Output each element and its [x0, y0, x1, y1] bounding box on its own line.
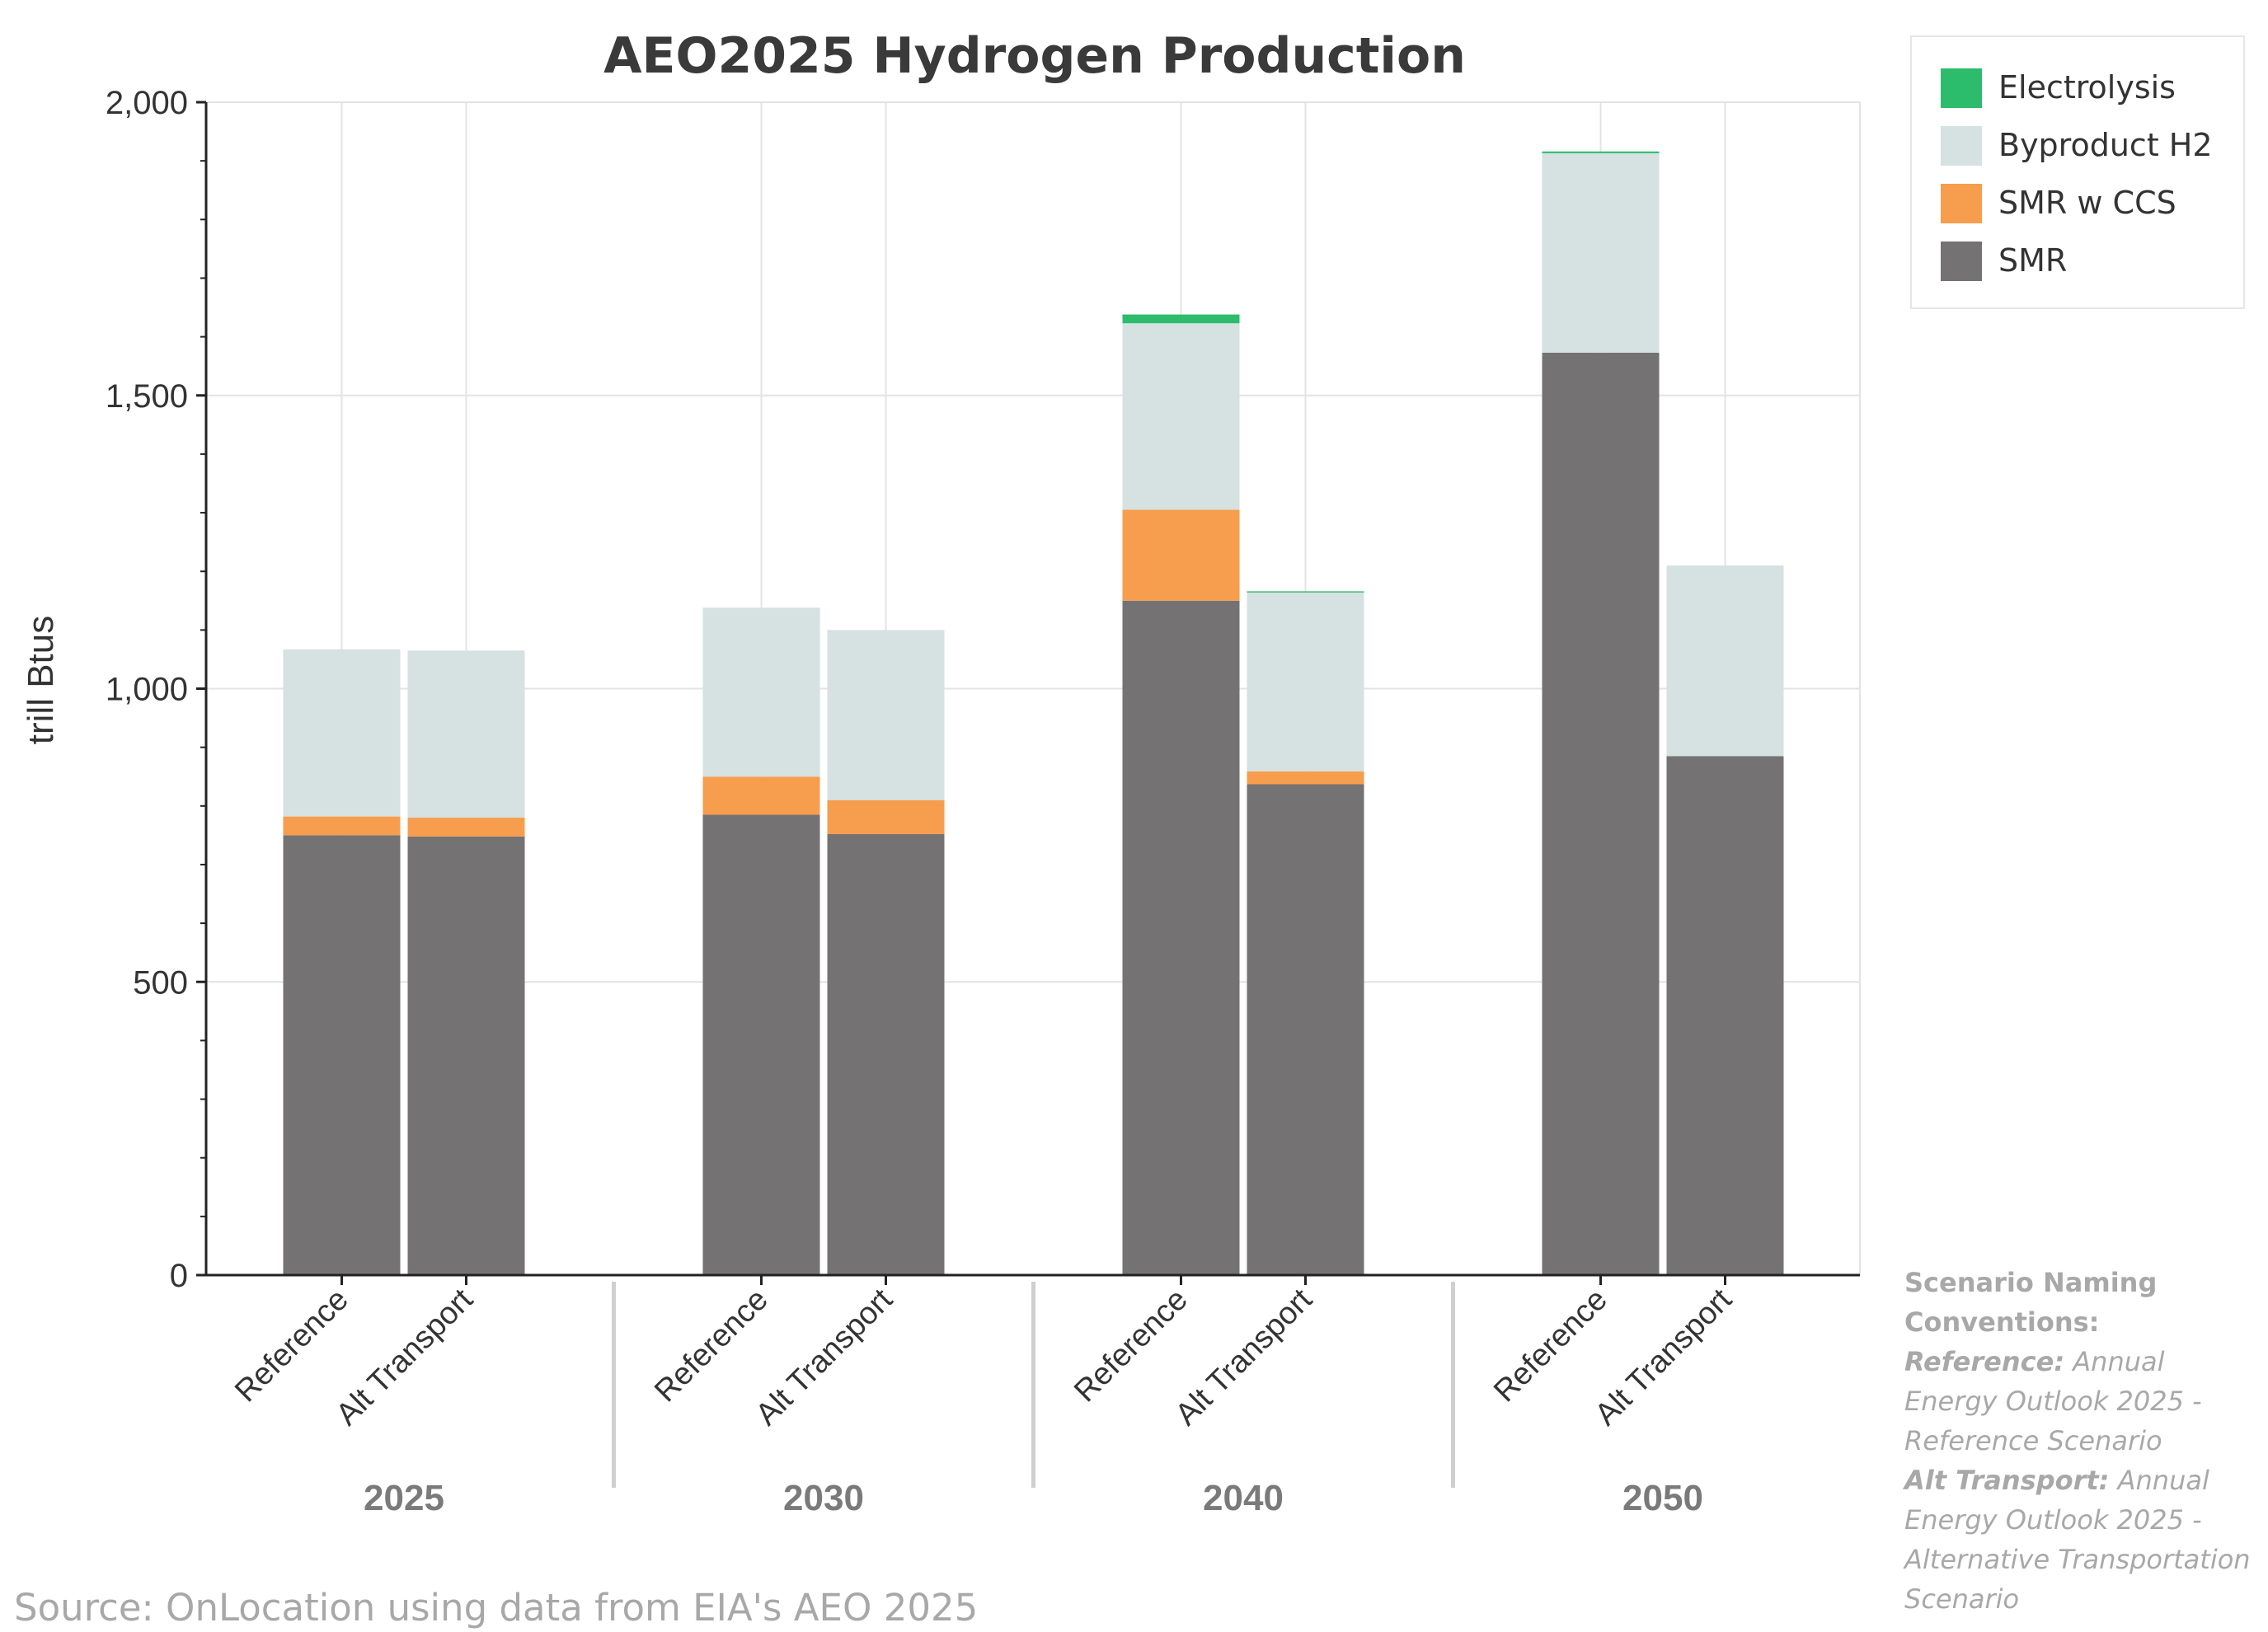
bar-segment [1122, 314, 1240, 324]
scenario-note: Scenario Naming Conventions: Reference: … [1904, 1263, 2259, 1619]
note-item-alt-transport: Alt Transport: Annual Energy Outlook 202… [1904, 1461, 2259, 1619]
legend-label: Byproduct H2 [1998, 127, 2213, 163]
bar-segment [1666, 565, 1784, 757]
bar-segment [1122, 509, 1240, 601]
bar-segment [1542, 151, 1660, 153]
bar-segment [283, 649, 401, 817]
group-label: 2030 [783, 1478, 864, 1518]
bars [283, 151, 1784, 1275]
bar-segment [407, 650, 525, 818]
x-tick-label: Reference [1487, 1283, 1614, 1409]
y-tick-label: 1,000 [106, 672, 188, 708]
note-key: Alt Transport: [1904, 1465, 2110, 1496]
legend-swatch [1941, 68, 1982, 108]
y-tick-label: 2,000 [106, 85, 188, 121]
x-tick-label: Reference [228, 1283, 355, 1409]
y-tick-label: 0 [170, 1258, 188, 1294]
bar-segment [407, 818, 525, 837]
bar-segment [407, 836, 525, 1275]
y-tick-label: 1,500 [106, 378, 188, 415]
note-item-reference: Reference: Annual Energy Outlook 2025 - … [1904, 1342, 2259, 1461]
bar-segment [1542, 352, 1660, 1275]
bar-segment [1247, 592, 1364, 771]
bar-segment [702, 814, 820, 1275]
bar-segment [1122, 323, 1240, 510]
bar-segment [1542, 152, 1660, 353]
legend-swatch [1941, 184, 1982, 223]
legend-label: Electrolysis [1998, 69, 2176, 106]
x-tick-label: Reference [1068, 1283, 1195, 1409]
group-label: 2025 [364, 1478, 444, 1518]
bar-segment [1247, 771, 1364, 785]
bar-segment [702, 776, 820, 815]
bar-segment [827, 800, 945, 834]
legend: Electrolysis Byproduct H2 SMR w CCS SMR [1910, 35, 2245, 309]
note-desc: Annual Energy Outlook 2025 - Reference S… [1904, 1346, 2202, 1456]
x-tick-label: Reference [648, 1283, 775, 1409]
legend-label: SMR w CCS [1998, 185, 2176, 221]
chart-title: AEO2025 Hydrogen Production [603, 27, 1466, 85]
source-note: Source: OnLocation using data from EIA's… [14, 1586, 978, 1630]
note-key: Reference: [1904, 1346, 2065, 1377]
group-label: 2050 [1622, 1478, 1703, 1518]
bar-segment [1247, 784, 1364, 1275]
legend-swatch [1941, 242, 1982, 281]
note-desc: Annual Energy Outlook 2025 - Alternative… [1904, 1465, 2251, 1615]
bar-segment [702, 607, 820, 777]
group-label: 2040 [1203, 1478, 1284, 1518]
y-tick-label: 500 [133, 964, 188, 1001]
bar-segment [1122, 600, 1240, 1275]
bar-segment [283, 835, 401, 1275]
legend-swatch [1941, 126, 1982, 166]
bar-segment [283, 816, 401, 836]
legend-label: SMR [1998, 242, 2067, 279]
bar-segment [827, 833, 945, 1275]
bar-segment [1666, 756, 1784, 1275]
bar-segment [827, 630, 945, 800]
y-axis-label: trill Btus [21, 616, 61, 744]
note-heading: Scenario Naming Conventions: [1904, 1267, 2158, 1338]
bar-segment [1247, 591, 1364, 593]
